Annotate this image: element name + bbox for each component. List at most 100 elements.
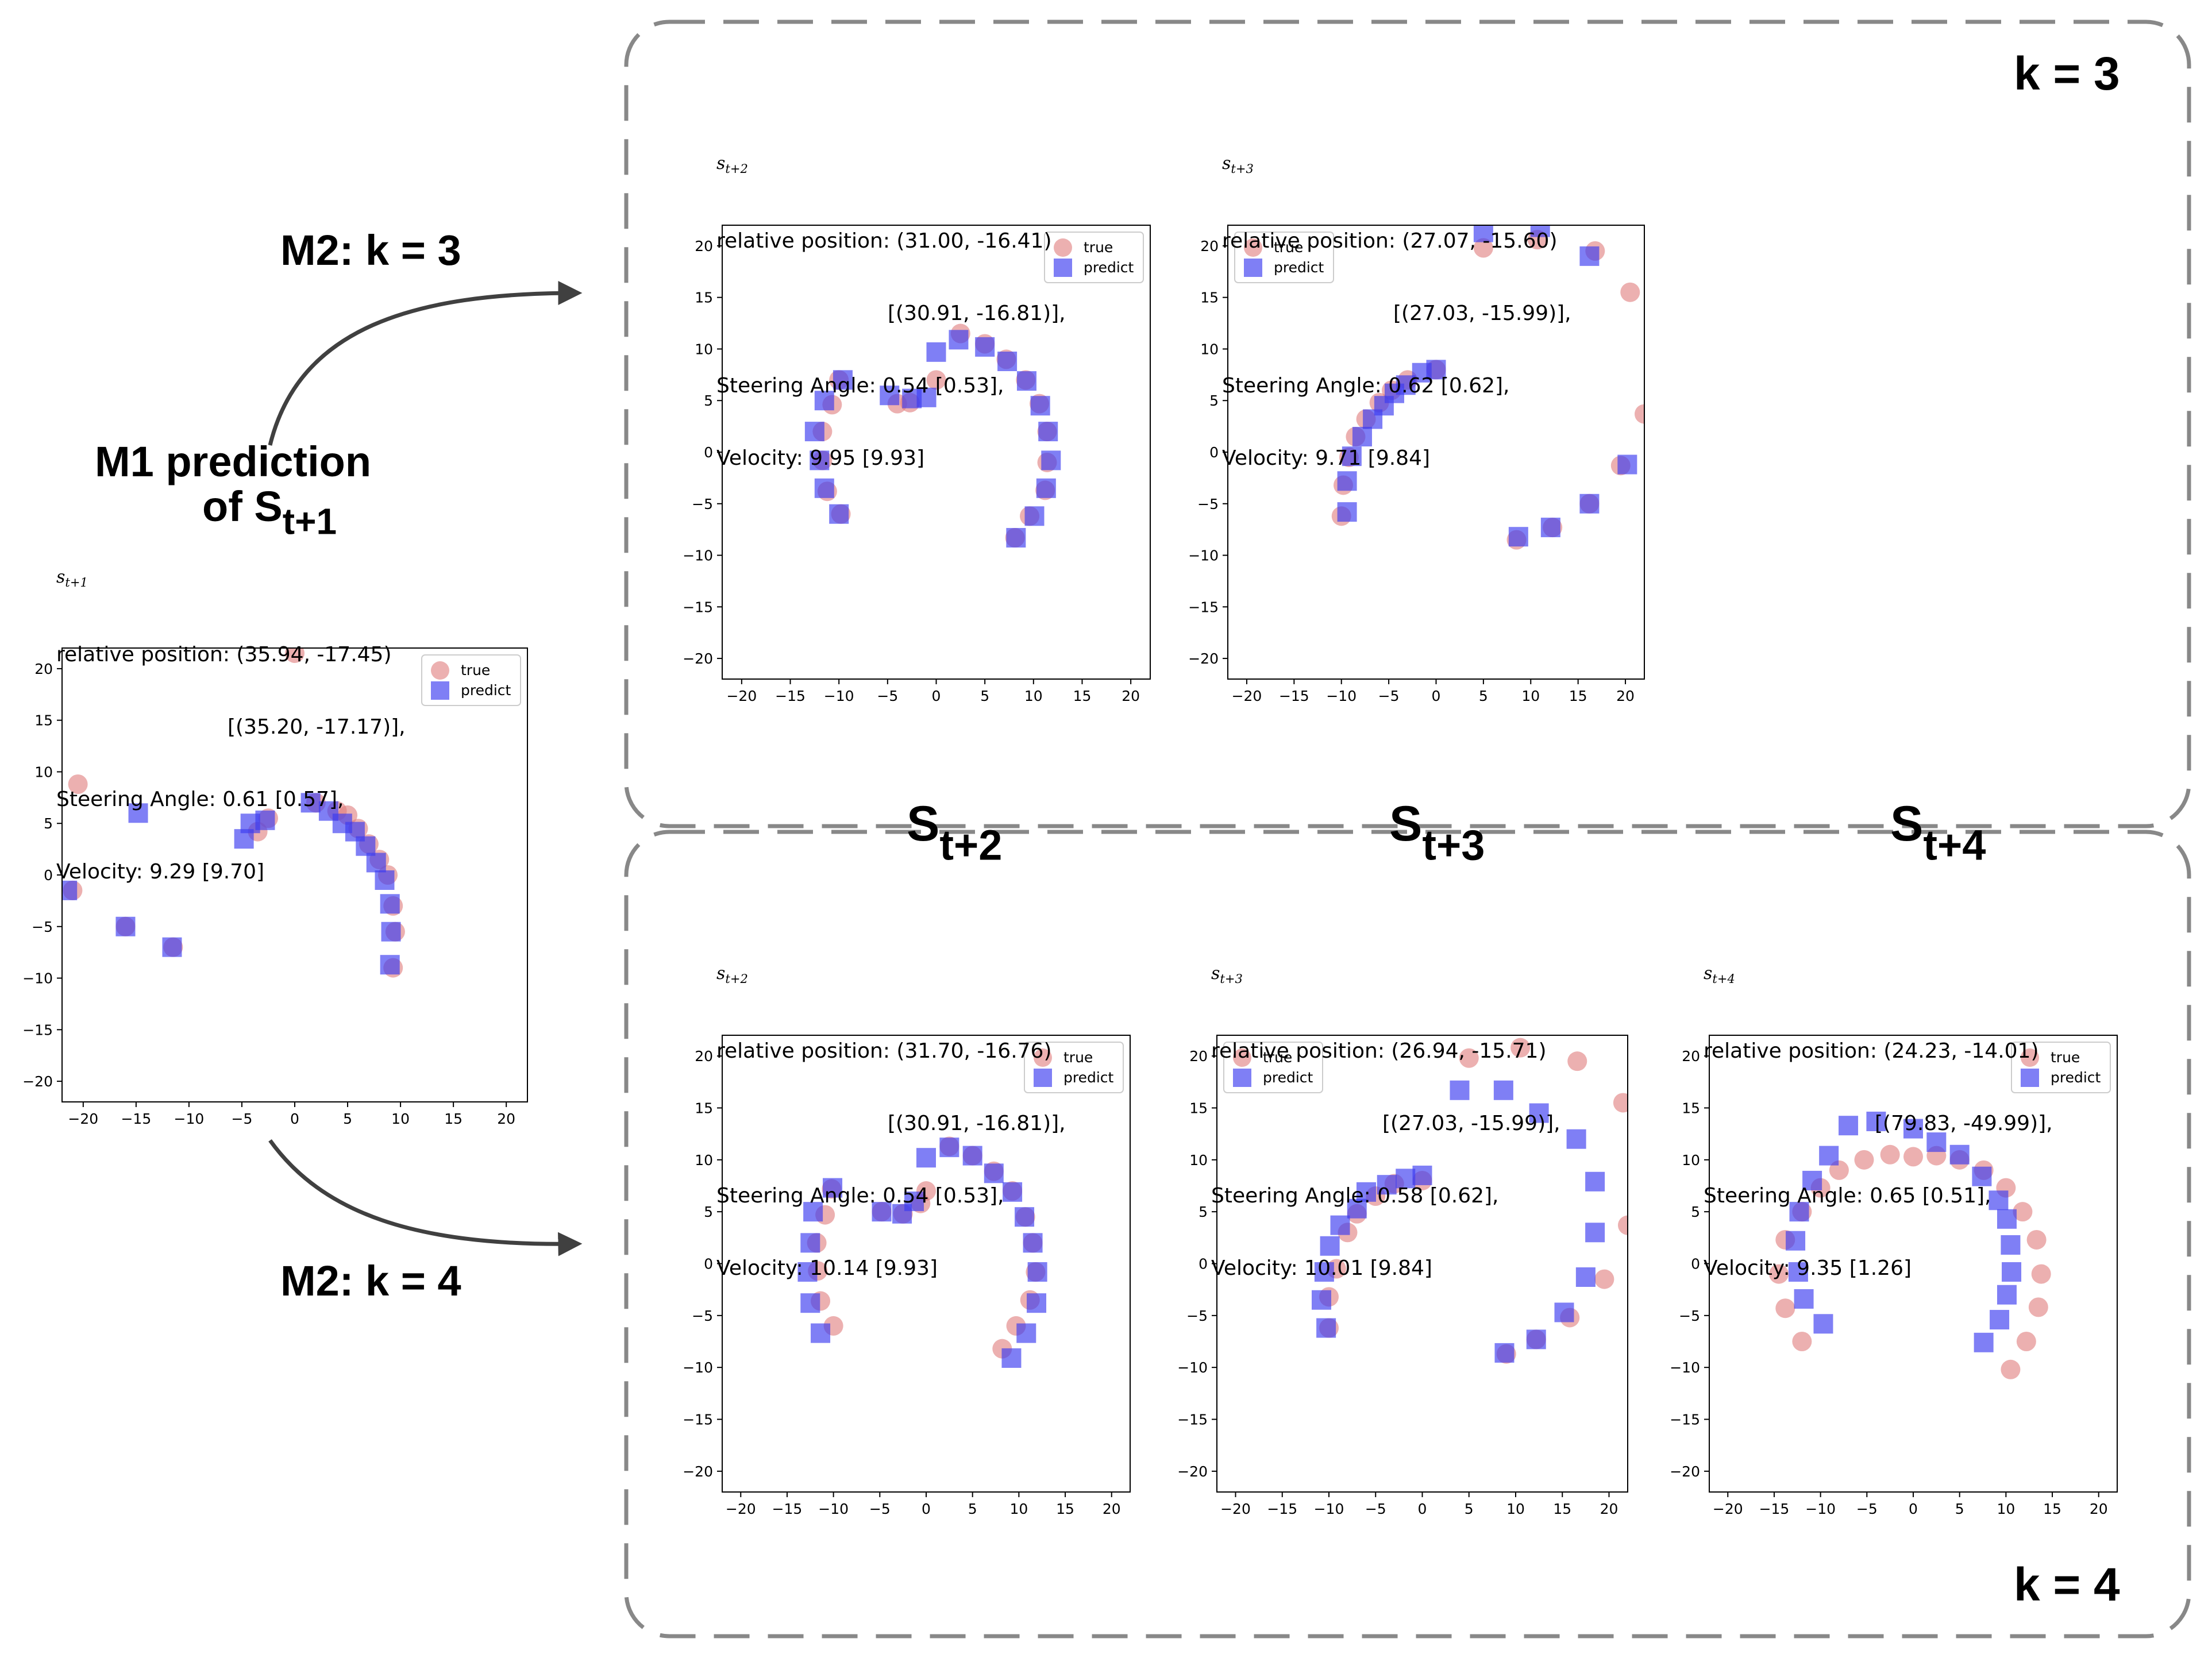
predict-point bbox=[800, 1293, 820, 1313]
y-tick-label: −15 bbox=[1670, 1412, 1700, 1428]
predict-point bbox=[1024, 506, 1045, 526]
x-tick-label: −5 bbox=[869, 1501, 891, 1517]
predict-point bbox=[949, 330, 969, 350]
y-tick-label: −5 bbox=[32, 919, 53, 935]
y-tick-label: −5 bbox=[1679, 1308, 1700, 1324]
predict-point bbox=[984, 1163, 1004, 1183]
axes-frame bbox=[1709, 1035, 2118, 1493]
legend-predict-marker bbox=[1034, 1069, 1052, 1087]
y-tick-label: −10 bbox=[1188, 548, 1219, 564]
state-symbol: st+3 bbox=[1222, 153, 1254, 176]
legend-true-label: true bbox=[1084, 239, 1113, 256]
predict-point bbox=[1016, 371, 1036, 391]
predict-point bbox=[1312, 1290, 1331, 1310]
y-tick-label: 5 bbox=[1209, 392, 1219, 409]
state-symbol: st+3 bbox=[1211, 963, 1243, 986]
predict-point bbox=[1813, 1314, 1833, 1334]
legend: true predict bbox=[1024, 1042, 1124, 1093]
x-tick-label: 5 bbox=[1479, 688, 1488, 704]
predict-point bbox=[1997, 1209, 2017, 1229]
caption-k4-t3: st+3 relative position: (26.94, -15.71) … bbox=[1211, 963, 1560, 1280]
caption-k3-t3: st+3 relative position: (27.07, -15.60) … bbox=[1222, 153, 1571, 470]
y-tick-label: 20 bbox=[695, 238, 713, 255]
state-label-t2: St+2 bbox=[907, 796, 1003, 869]
y-tick-label: 5 bbox=[1691, 1204, 1700, 1220]
plot-points bbox=[1331, 225, 1644, 550]
y-tick-label: 10 bbox=[695, 1152, 713, 1169]
x-tick-label: 0 bbox=[290, 1111, 299, 1127]
k4-panel-label: k = 4 bbox=[2014, 1559, 2120, 1611]
plot-points bbox=[62, 648, 405, 978]
x-tick-label: 10 bbox=[1521, 688, 1540, 704]
true-point bbox=[1618, 1215, 1628, 1235]
x-tick-label: 5 bbox=[980, 688, 989, 704]
x-tick-label: 15 bbox=[1569, 688, 1587, 704]
y-tick-label: 15 bbox=[1200, 290, 1219, 306]
predict-point bbox=[1450, 1080, 1470, 1100]
legend: true predict bbox=[421, 654, 521, 706]
predict-point bbox=[823, 1178, 843, 1198]
caption-k4-t2: st+2 relative position: (31.70, -16.76) … bbox=[716, 963, 1066, 1280]
predict-point bbox=[1377, 1175, 1397, 1195]
predict-point bbox=[1342, 446, 1362, 466]
true-point bbox=[1769, 1264, 1789, 1284]
true-point bbox=[1903, 1147, 1923, 1167]
predict-point bbox=[1015, 1207, 1035, 1227]
y-tick-label: −20 bbox=[683, 1463, 713, 1480]
scatter-plot-k3_t3: −20 −15 −10 −5 0 5 10 15 20 −20 −15 −10 −5 0 5 10 15 20 tr… bbox=[1188, 225, 1645, 704]
legend-predict-label: predict bbox=[1084, 259, 1134, 276]
legend: true predict bbox=[1044, 232, 1144, 283]
axes-frame bbox=[1227, 225, 1645, 680]
x-tick-label: 15 bbox=[1073, 688, 1092, 704]
x-tick-label: −10 bbox=[174, 1111, 205, 1127]
legend-predict-marker bbox=[1233, 1069, 1251, 1087]
x-tick-label: 5 bbox=[968, 1501, 977, 1517]
predict-point bbox=[1006, 528, 1026, 548]
x-tick-label: 0 bbox=[922, 1501, 931, 1517]
y-tick-label: 5 bbox=[44, 815, 53, 832]
y-tick-label: 0 bbox=[704, 444, 713, 461]
state-symbol: st+4 bbox=[1704, 963, 1735, 986]
x-tick-label: −20 bbox=[726, 688, 757, 704]
predict-point bbox=[1997, 1285, 2017, 1305]
state-symbol: st+2 bbox=[716, 963, 748, 986]
true-point bbox=[1510, 1038, 1531, 1058]
predict-point bbox=[380, 894, 400, 914]
y-tick-label: −5 bbox=[692, 496, 713, 512]
predict-point bbox=[1617, 454, 1637, 475]
predict-point bbox=[1903, 1119, 1923, 1139]
true-point bbox=[2001, 1359, 2021, 1379]
predict-point bbox=[1794, 1289, 1814, 1309]
predict-point bbox=[1575, 1267, 1596, 1287]
predict-point bbox=[1330, 1215, 1350, 1235]
true-point bbox=[1567, 1051, 1587, 1071]
predict-point bbox=[1337, 502, 1357, 522]
predict-point bbox=[1023, 1233, 1043, 1253]
y-tick-label: −10 bbox=[1670, 1359, 1700, 1376]
predict-point bbox=[872, 1202, 892, 1222]
predict-point bbox=[128, 803, 148, 823]
predict-point bbox=[381, 922, 401, 942]
legend-true-label: true bbox=[2051, 1049, 2080, 1066]
axes-frame bbox=[722, 225, 1151, 680]
predict-point bbox=[1337, 471, 1357, 491]
y-tick-label: 5 bbox=[1199, 1204, 1208, 1220]
predict-point bbox=[1530, 225, 1550, 237]
x-tick-label: 20 bbox=[2090, 1501, 2108, 1517]
x-tick-label: −10 bbox=[1314, 1501, 1344, 1517]
x-tick-label: 15 bbox=[2043, 1501, 2061, 1517]
plot-points bbox=[1769, 1111, 2051, 1379]
predict-point bbox=[366, 853, 386, 873]
scatter-plot-k3_t2: −20 −15 −10 −5 0 5 10 15 20 −20 −15 −10 −5 0 5 10 15 20 tr… bbox=[683, 225, 1151, 704]
x-tick-label: −20 bbox=[1232, 688, 1262, 704]
predict-point bbox=[1839, 1116, 1859, 1136]
y-tick-label: 20 bbox=[1189, 1048, 1208, 1065]
true-point bbox=[1594, 1269, 1614, 1289]
x-tick-label: −15 bbox=[1267, 1501, 1297, 1517]
predict-point bbox=[2002, 1262, 2022, 1282]
y-tick-label: −20 bbox=[683, 650, 713, 667]
predict-point bbox=[1396, 1169, 1416, 1189]
y-tick-label: 15 bbox=[695, 1100, 713, 1116]
x-tick-label: −15 bbox=[121, 1111, 151, 1127]
axes-frame bbox=[1216, 1035, 1628, 1493]
